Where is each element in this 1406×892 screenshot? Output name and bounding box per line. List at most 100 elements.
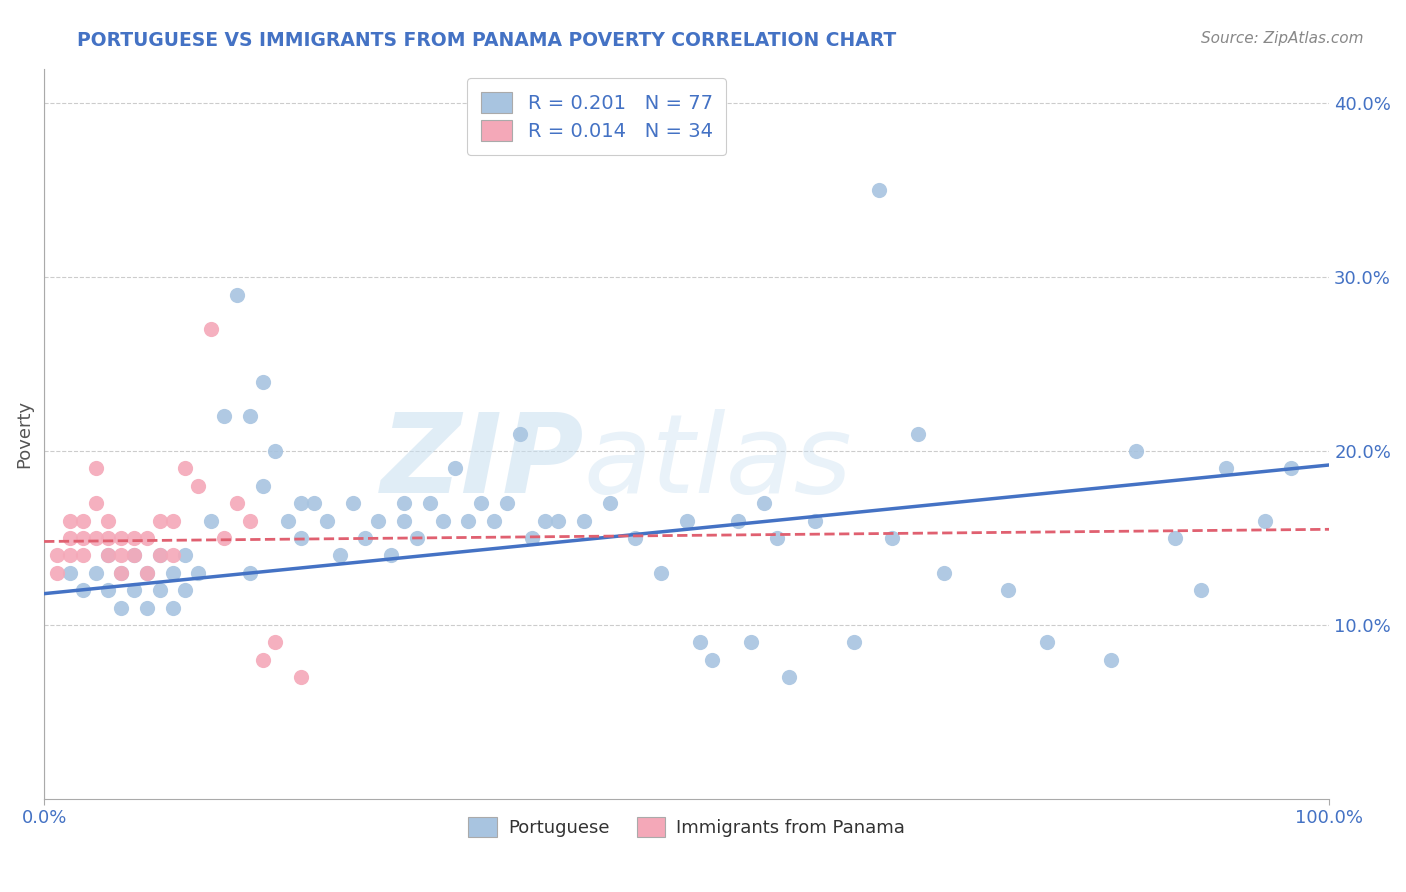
Point bbox=[149, 514, 172, 528]
Point bbox=[264, 635, 287, 649]
Point bbox=[200, 322, 222, 336]
Legend: Portuguese, Immigrants from Panama: Portuguese, Immigrants from Panama bbox=[461, 810, 912, 845]
Point bbox=[59, 566, 82, 580]
Point bbox=[110, 566, 132, 580]
Point bbox=[534, 514, 557, 528]
Y-axis label: Poverty: Poverty bbox=[15, 400, 32, 467]
Point bbox=[290, 531, 312, 545]
Point bbox=[650, 566, 672, 580]
Point bbox=[110, 600, 132, 615]
Point bbox=[187, 566, 209, 580]
Point bbox=[752, 496, 775, 510]
Point bbox=[302, 496, 325, 510]
Point bbox=[509, 426, 531, 441]
Point bbox=[354, 531, 377, 545]
Point bbox=[779, 670, 801, 684]
Point bbox=[1125, 444, 1147, 458]
Point bbox=[804, 514, 827, 528]
Point bbox=[72, 549, 94, 563]
Point bbox=[1164, 531, 1187, 545]
Point bbox=[149, 549, 172, 563]
Point bbox=[419, 496, 441, 510]
Point bbox=[252, 653, 274, 667]
Point bbox=[842, 635, 865, 649]
Point bbox=[46, 566, 69, 580]
Point bbox=[135, 566, 157, 580]
Point bbox=[162, 566, 184, 580]
Point bbox=[225, 496, 247, 510]
Point bbox=[212, 409, 235, 424]
Point bbox=[110, 549, 132, 563]
Point bbox=[84, 496, 107, 510]
Point bbox=[225, 287, 247, 301]
Point bbox=[444, 461, 467, 475]
Point bbox=[97, 514, 120, 528]
Point bbox=[727, 514, 749, 528]
Point bbox=[59, 531, 82, 545]
Point bbox=[290, 496, 312, 510]
Point bbox=[122, 531, 145, 545]
Point bbox=[1099, 653, 1122, 667]
Point bbox=[174, 461, 197, 475]
Point bbox=[1279, 461, 1302, 475]
Point bbox=[239, 409, 262, 424]
Point bbox=[239, 566, 262, 580]
Point bbox=[869, 183, 891, 197]
Point bbox=[624, 531, 647, 545]
Point bbox=[122, 549, 145, 563]
Point bbox=[135, 600, 157, 615]
Point bbox=[162, 514, 184, 528]
Point bbox=[329, 549, 352, 563]
Point bbox=[457, 514, 479, 528]
Point bbox=[1189, 583, 1212, 598]
Point bbox=[149, 583, 172, 598]
Point bbox=[290, 670, 312, 684]
Point bbox=[392, 496, 415, 510]
Point bbox=[162, 600, 184, 615]
Point bbox=[200, 514, 222, 528]
Point bbox=[46, 549, 69, 563]
Point bbox=[174, 549, 197, 563]
Point bbox=[702, 653, 724, 667]
Point bbox=[932, 566, 955, 580]
Point bbox=[765, 531, 787, 545]
Point bbox=[1254, 514, 1277, 528]
Point bbox=[72, 583, 94, 598]
Point bbox=[59, 514, 82, 528]
Point bbox=[110, 531, 132, 545]
Point bbox=[252, 479, 274, 493]
Point bbox=[84, 566, 107, 580]
Point bbox=[432, 514, 454, 528]
Point bbox=[380, 549, 402, 563]
Point bbox=[122, 549, 145, 563]
Point bbox=[59, 549, 82, 563]
Point bbox=[110, 566, 132, 580]
Point bbox=[470, 496, 492, 510]
Point bbox=[97, 549, 120, 563]
Point bbox=[149, 549, 172, 563]
Text: PORTUGUESE VS IMMIGRANTS FROM PANAMA POVERTY CORRELATION CHART: PORTUGUESE VS IMMIGRANTS FROM PANAMA POV… bbox=[77, 31, 897, 50]
Point bbox=[97, 583, 120, 598]
Text: Source: ZipAtlas.com: Source: ZipAtlas.com bbox=[1201, 31, 1364, 46]
Point bbox=[135, 531, 157, 545]
Point bbox=[162, 549, 184, 563]
Point bbox=[84, 461, 107, 475]
Point bbox=[264, 444, 287, 458]
Point bbox=[907, 426, 929, 441]
Point bbox=[342, 496, 364, 510]
Point bbox=[392, 514, 415, 528]
Point bbox=[675, 514, 697, 528]
Point bbox=[174, 583, 197, 598]
Point bbox=[212, 531, 235, 545]
Point bbox=[740, 635, 762, 649]
Text: ZIP: ZIP bbox=[381, 409, 583, 516]
Point bbox=[405, 531, 427, 545]
Point bbox=[187, 479, 209, 493]
Point bbox=[315, 514, 337, 528]
Point bbox=[72, 514, 94, 528]
Point bbox=[689, 635, 711, 649]
Point bbox=[97, 531, 120, 545]
Point bbox=[239, 514, 262, 528]
Point bbox=[997, 583, 1019, 598]
Point bbox=[135, 566, 157, 580]
